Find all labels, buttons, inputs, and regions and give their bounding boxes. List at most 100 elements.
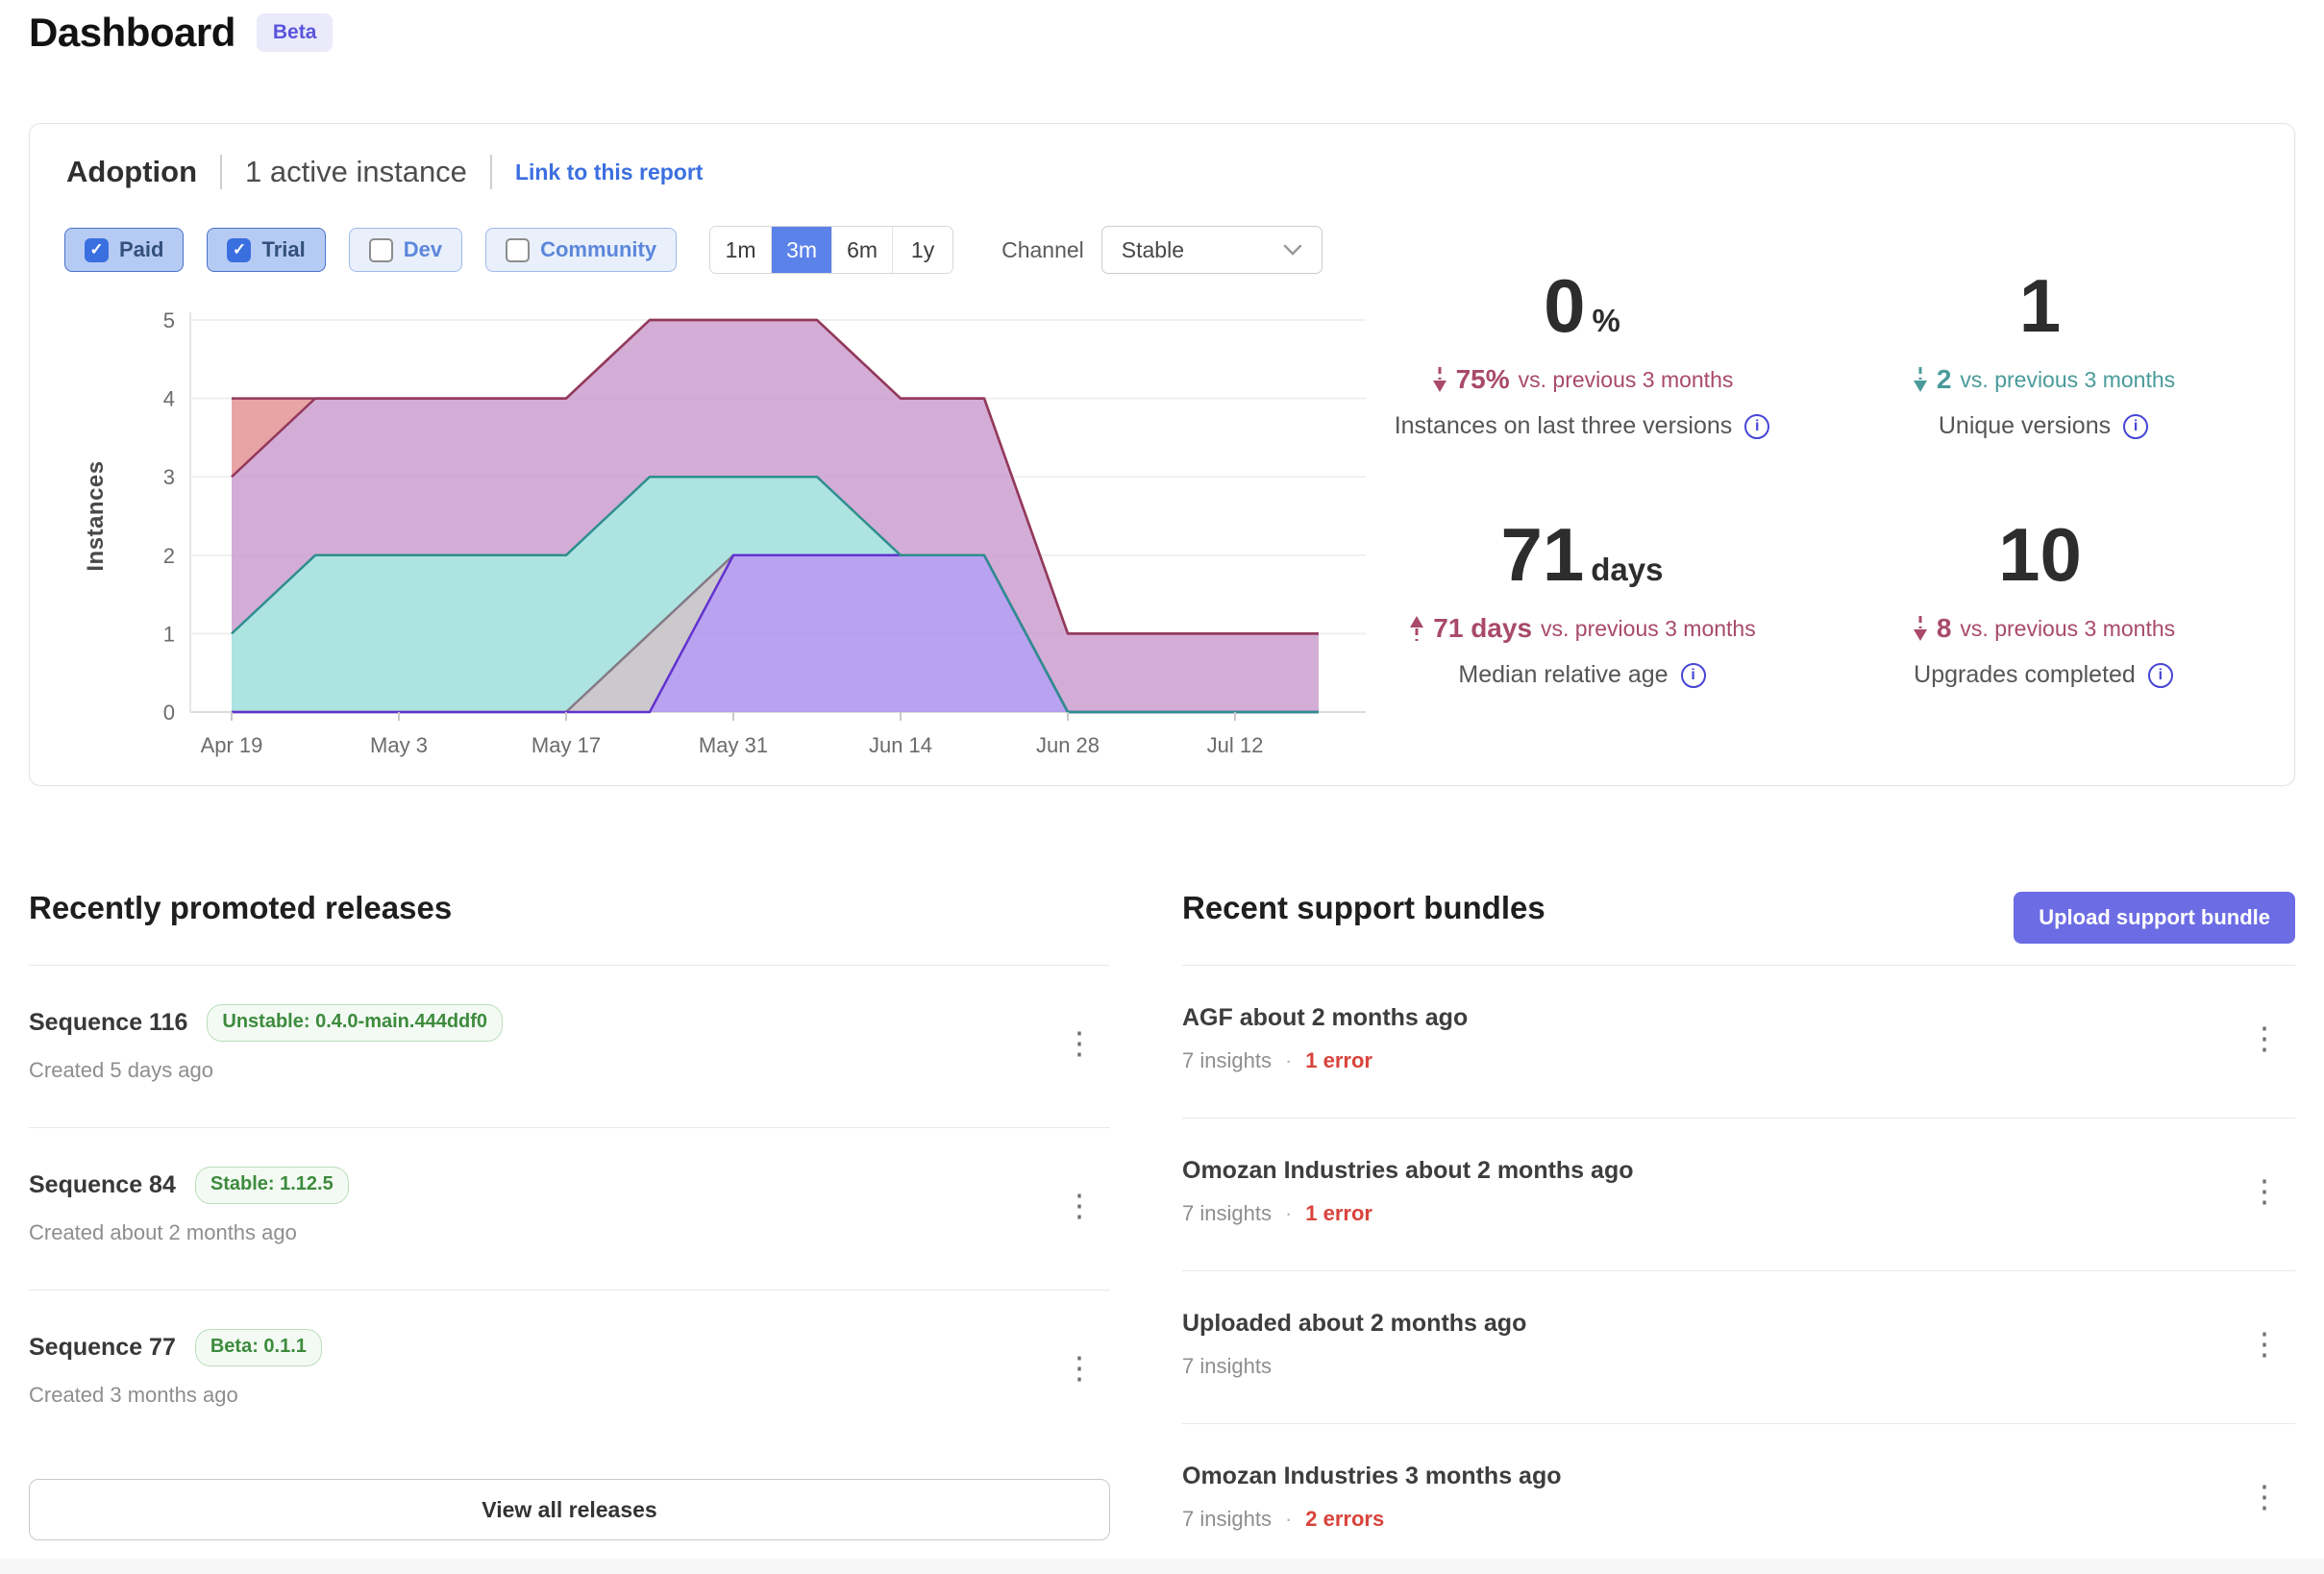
bundle-name: Uploaded about 2 months ago — [1182, 1310, 1527, 1337]
releases-list: Sequence 116 Unstable: 0.4.0-main.444ddf… — [29, 965, 1110, 1452]
release-tag-badge: Stable: 1.12.5 — [194, 1167, 349, 1204]
upload-support-bundle-button[interactable]: Upload support bundle — [2014, 892, 2295, 944]
kebab-menu-icon[interactable]: ⋮ — [2249, 1479, 2280, 1514]
release-row: Sequence 116 Unstable: 0.4.0-main.444ddf… — [29, 966, 1110, 1128]
link-to-report[interactable]: Link to this report — [514, 159, 704, 184]
kebab-menu-icon[interactable]: ⋮ — [1064, 1188, 1095, 1223]
svg-text:4: 4 — [163, 387, 175, 411]
active-instance-count: 1 active instance — [245, 155, 467, 188]
range-6m[interactable]: 6m — [831, 227, 893, 273]
delta-value: 75% — [1455, 364, 1510, 394]
stat-upgrades-completed: 10 8 vs. previous 3 months Upgrades comp… — [1912, 517, 2175, 689]
stat-label: Instances on last three versions — [1394, 412, 1733, 439]
bundle-name: Omozan Industries about 2 months ago — [1182, 1157, 1634, 1184]
stat-delta: 2 vs. previous 3 months — [1912, 364, 2175, 395]
stat-delta: 8 vs. previous 3 months — [1912, 613, 2175, 644]
info-icon[interactable]: i — [2147, 662, 2173, 688]
channel-label: Channel — [1001, 236, 1084, 262]
range-1y[interactable]: 1y — [892, 227, 953, 273]
kebab-menu-icon[interactable]: ⋮ — [2249, 1326, 2280, 1362]
filter-label: Dev — [403, 237, 443, 261]
adoption-area-chart: 0 1 2 3 4 5 Apr 19 May 3 May 17 May 31 Jun 14 Jun 2… — [83, 308, 1366, 757]
delta-suffix: vs. previous 3 months — [1518, 366, 1734, 392]
bundle-insights: 7 insights — [1182, 1354, 1272, 1378]
svg-text:Jun 14: Jun 14 — [869, 733, 932, 757]
filter-chip-paid[interactable]: ✓ Paid — [64, 228, 185, 272]
dot-separator: · — [1284, 1201, 1293, 1225]
bundles-heading: Recent support bundles — [1182, 890, 1545, 925]
view-all-releases-button[interactable]: View all releases — [29, 1479, 1110, 1540]
kebab-menu-icon[interactable]: ⋮ — [1064, 1350, 1095, 1386]
kebab-menu-icon[interactable]: ⋮ — [2249, 1173, 2280, 1209]
release-tag-badge: Unstable: 0.4.0-main.444ddf0 — [207, 1004, 504, 1042]
bundle-row: Uploaded about 2 months ago 7 insights ⋮ — [1182, 1271, 2295, 1424]
range-3m[interactable]: 3m — [771, 227, 832, 273]
delta-value: 2 — [1936, 364, 1952, 394]
stat-unique-versions: 1 2 vs. previous 3 months Unique version… — [1912, 268, 2175, 440]
range-1m[interactable]: 1m — [710, 227, 772, 273]
arrow-up-icon — [1410, 616, 1424, 641]
filter-chip-dev[interactable]: Dev — [348, 228, 463, 272]
chevron-down-icon — [1283, 244, 1302, 256]
svg-text:Apr 19: Apr 19 — [201, 733, 263, 757]
bundle-insights: 7 insights — [1182, 1048, 1272, 1072]
filter-label: Community — [540, 237, 657, 261]
stat-label: Upgrades completed — [1914, 661, 2136, 688]
bundle-row: Omozan Industries about 2 months ago 7 i… — [1182, 1119, 2295, 1271]
arrow-down-icon — [1432, 367, 1446, 392]
stat-value: 0 — [1544, 263, 1586, 348]
stat-value: 10 — [1998, 512, 2082, 597]
info-icon[interactable]: i — [1680, 662, 1706, 688]
svg-text:Jul 12: Jul 12 — [1207, 733, 1264, 757]
svg-text:May 3: May 3 — [370, 733, 428, 757]
release-name: Sequence 116 — [29, 1009, 188, 1036]
bundle-insights: 7 insights — [1182, 1201, 1272, 1225]
delta-suffix: vs. previous 3 months — [1541, 615, 1756, 641]
bundle-insights: 7 insights — [1182, 1507, 1272, 1531]
time-range-selector: 1m 3m 6m 1y — [709, 226, 954, 274]
delta-suffix: vs. previous 3 months — [1960, 366, 2176, 392]
divider — [489, 155, 492, 189]
filter-label: Paid — [119, 237, 164, 261]
info-icon[interactable]: i — [1744, 413, 1770, 439]
channel-select[interactable]: Stable — [1100, 226, 1323, 274]
page-header: Dashboard Beta — [29, 10, 334, 56]
stat-instances-last-three-versions: 0 % 75% vs. previous 3 months Instances … — [1395, 268, 1770, 440]
adoption-title: Adoption — [66, 155, 198, 188]
dot-separator: · — [1284, 1048, 1293, 1072]
filter-row: ✓ Paid ✓ Trial Dev Community 1m 3m 6m 1y — [64, 226, 2260, 274]
checkbox-empty-icon — [506, 237, 531, 262]
footer-strip — [0, 1559, 2324, 1574]
bundle-errors: 2 errors — [1305, 1507, 1385, 1531]
stat-label: Unique versions — [1938, 412, 2112, 439]
release-created: Created 3 months ago — [29, 1383, 238, 1407]
kebab-menu-icon[interactable]: ⋮ — [1064, 1025, 1095, 1061]
svg-text:2: 2 — [163, 544, 175, 568]
svg-text:3: 3 — [163, 465, 175, 489]
filter-chip-trial[interactable]: ✓ Trial — [207, 228, 326, 272]
info-icon[interactable]: i — [2123, 413, 2149, 439]
svg-text:May 17: May 17 — [532, 733, 601, 757]
svg-text:5: 5 — [163, 308, 175, 332]
filter-chip-community[interactable]: Community — [485, 228, 678, 272]
stat-value: 1 — [2018, 263, 2062, 348]
delta-value: 8 — [1936, 613, 1952, 643]
delta-value: 71 days — [1433, 613, 1533, 643]
bundle-row: AGF about 2 months ago 7 insights · 1 er… — [1182, 966, 2295, 1119]
checkbox-checked-icon: ✓ — [227, 237, 252, 262]
bundle-errors: 1 error — [1305, 1048, 1372, 1072]
release-row: Sequence 84 Stable: 1.12.5 Created about… — [29, 1128, 1110, 1291]
adoption-card: Adoption 1 active instance Link to this … — [29, 123, 2295, 786]
svg-text:May 31: May 31 — [699, 733, 768, 757]
page-title: Dashboard — [29, 10, 235, 55]
release-row: Sequence 77 Beta: 0.1.1 Created 3 months… — [29, 1291, 1110, 1452]
bundle-errors: 1 error — [1305, 1201, 1372, 1225]
stat-median-relative-age: 71 days 71 days vs. previous 3 months Me… — [1408, 517, 1756, 689]
stat-delta: 75% vs. previous 3 months — [1395, 364, 1770, 395]
bundle-name: AGF about 2 months ago — [1182, 1004, 1469, 1031]
adoption-card-header: Adoption 1 active instance Link to this … — [66, 155, 703, 189]
kebab-menu-icon[interactable]: ⋮ — [2249, 1021, 2280, 1056]
svg-text:0: 0 — [163, 701, 175, 725]
dot-separator: · — [1284, 1507, 1293, 1531]
